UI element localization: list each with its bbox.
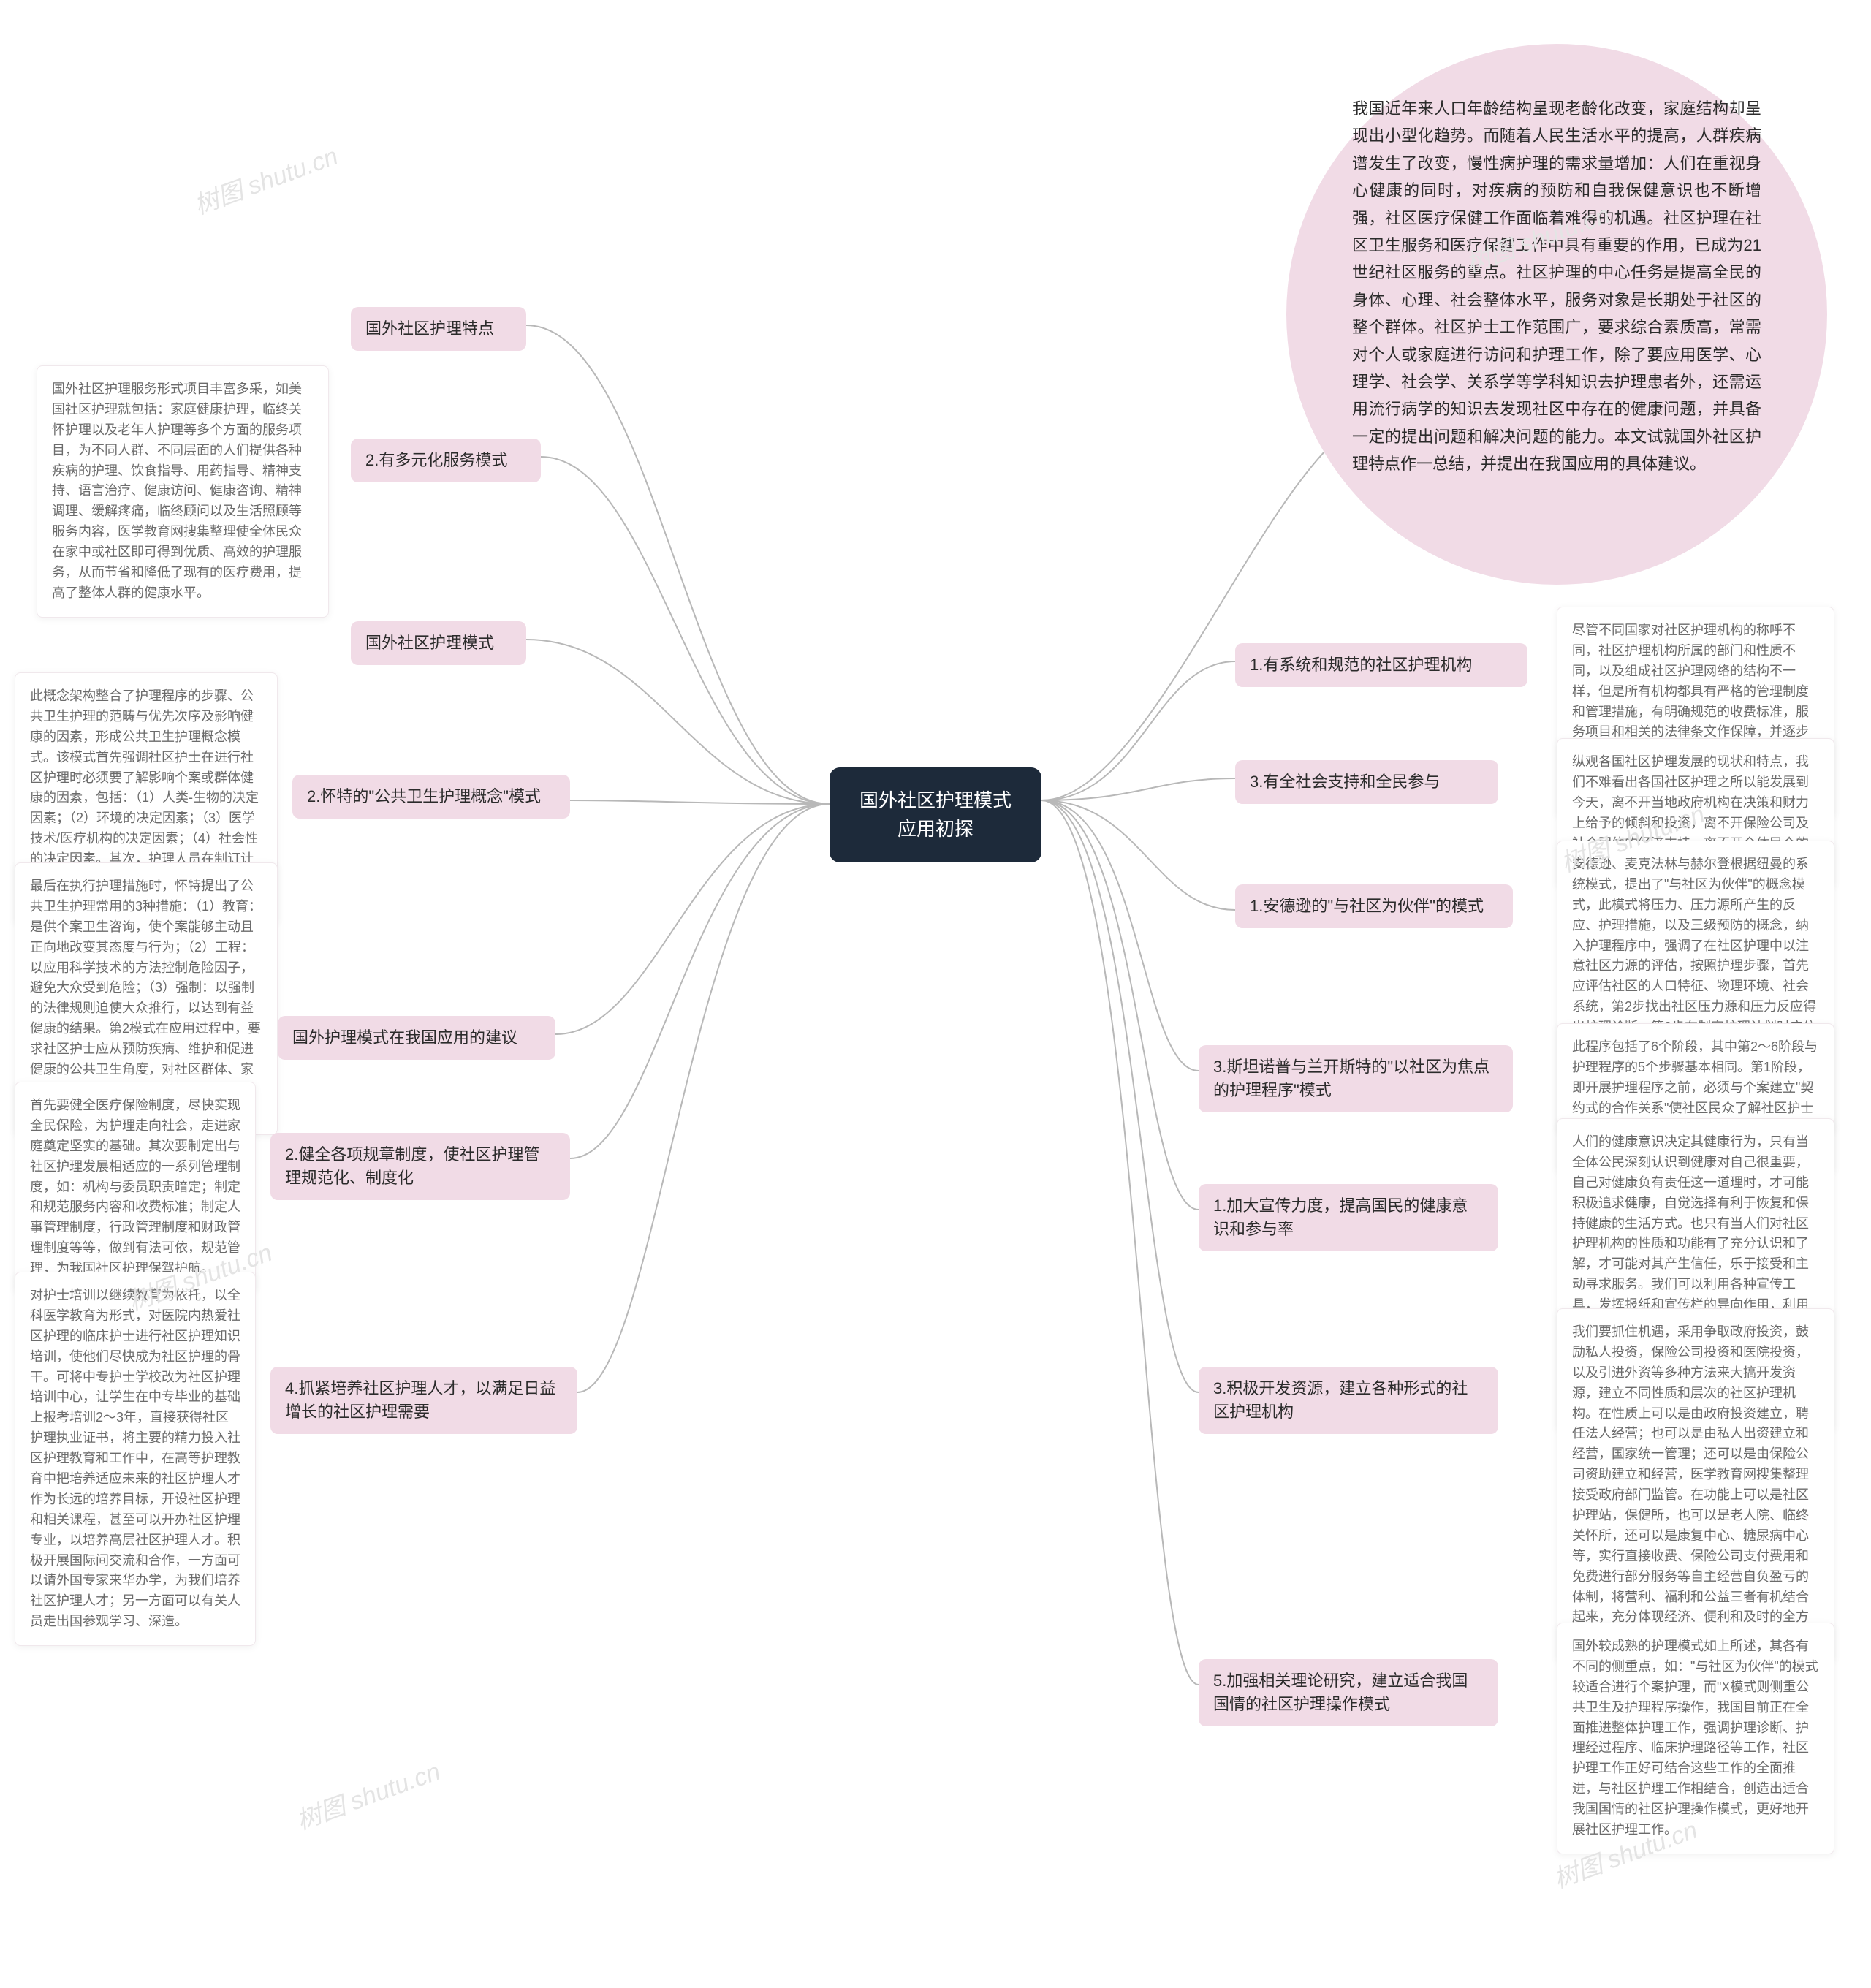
connector-L5 <box>555 804 830 1034</box>
branch-node-L6: 2.健全各项规章制度，使社区护理管理规范化、制度化 <box>270 1133 570 1200</box>
connector-R5 <box>1041 800 1199 1210</box>
connector-L3 <box>526 640 830 804</box>
connector-BIG <box>1041 439 1337 800</box>
connector-R3 <box>1041 800 1235 910</box>
connector-R4 <box>1041 800 1199 1071</box>
branch-node-L4: 2.怀特的"公共卫生护理概念"模式 <box>292 775 570 819</box>
branch-node-R3: 1.安德逊的"与社区为伙伴"的模式 <box>1235 884 1513 928</box>
branch-node-R7: 5.加强相关理论研究，建立适合我国国情的社区护理操作模式 <box>1199 1659 1498 1726</box>
connector-R6 <box>1041 800 1199 1392</box>
connector-L2 <box>541 457 830 804</box>
branch-node-R1: 1.有系统和规范的社区护理机构 <box>1235 643 1527 687</box>
branch-node-L5: 国外护理模式在我国应用的建议 <box>278 1016 555 1060</box>
connector-L7 <box>577 804 830 1392</box>
connector-L1 <box>526 325 830 804</box>
intro-circle-node: 我国近年来人口年龄结构呈现老龄化改变，家庭结构却呈现出小型化趋势。而随着人民生活… <box>1286 44 1827 585</box>
branch-node-R2: 3.有全社会支持和全民参与 <box>1235 760 1498 804</box>
connector-R7 <box>1041 800 1199 1685</box>
watermark-0: 树图 shutu.cn <box>189 136 342 221</box>
connector-L6 <box>570 804 830 1158</box>
branch-node-R6: 3.积极开发资源，建立各种形式的社区护理机构 <box>1199 1367 1498 1434</box>
watermark-4: 树图 shutu.cn <box>291 1751 444 1836</box>
branch-node-L1: 国外社区护理特点 <box>351 307 526 351</box>
branch-node-R5: 1.加大宣传力度，提高国民的健康意识和参与率 <box>1199 1184 1498 1251</box>
branch-node-L2: 2.有多元化服务模式 <box>351 439 541 482</box>
note-R7: 国外较成熟的护理模式如上所述，其各有不同的侧重点，如："与社区为伙伴"的模式较适… <box>1557 1623 1834 1854</box>
branch-node-L7: 4.抓紧培养社区护理人才，以满足日益增长的社区护理需要 <box>270 1367 577 1434</box>
central-topic: 国外社区护理模式应用初探 <box>830 767 1041 862</box>
note-L7: 对护士培训以继续教育为依托，以全科医学教育为形式，对医院内热爱社区护理的临床护士… <box>15 1272 256 1646</box>
note-L6: 首先要健全医疗保险制度，尽快实现全民保险，为护理走向社会，走进家庭奠定坚实的基础… <box>15 1082 256 1293</box>
connector-L4 <box>570 800 830 804</box>
note-L2: 国外社区护理服务形式项目丰富多采，如美国社区护理就包括：家庭健康护理，临终关怀护… <box>37 365 329 618</box>
connector-R1 <box>1041 661 1235 800</box>
connector-R2 <box>1041 778 1235 800</box>
note-R6: 我们要抓住机遇，采用争取政府投资，鼓励私人投资，保险公司投资和医院投资，以及引进… <box>1557 1308 1834 1662</box>
branch-node-R4: 3.斯坦诺普与兰开斯特的"以社区为焦点的护理程序"模式 <box>1199 1045 1513 1112</box>
branch-node-L3: 国外社区护理模式 <box>351 621 526 665</box>
